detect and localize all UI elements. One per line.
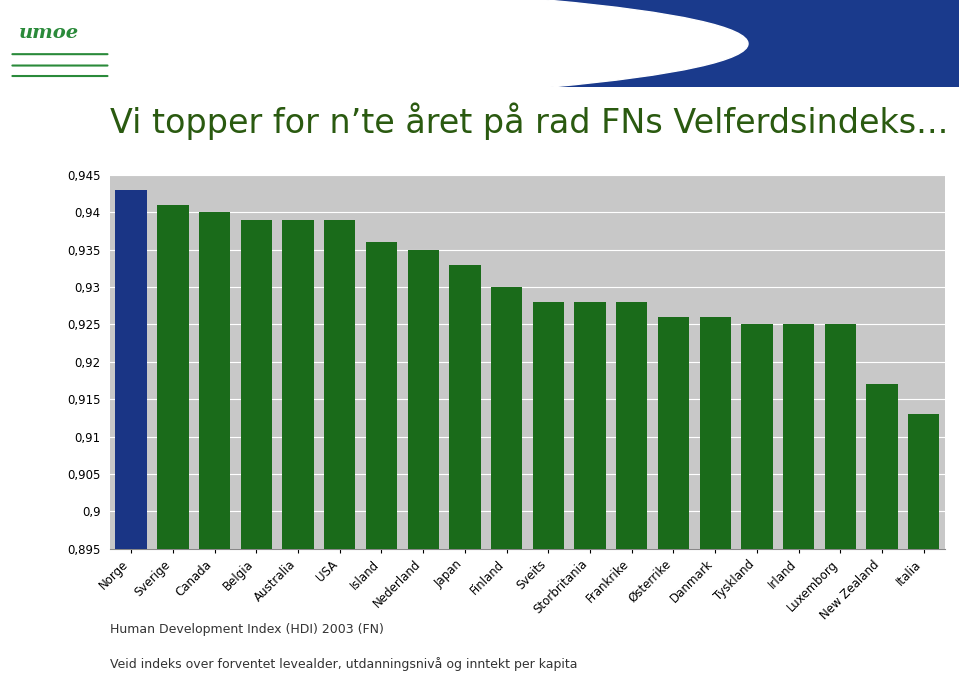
Bar	[408, 250, 439, 699]
Bar	[199, 212, 230, 699]
Bar	[491, 287, 523, 699]
Circle shape	[0, 0, 748, 105]
Bar	[741, 324, 773, 699]
Bar	[783, 324, 814, 699]
Bar	[449, 264, 480, 699]
Bar	[658, 317, 690, 699]
Text: Vi topper for n’te året på rad FNs Velferdsindeks...: Vi topper for n’te året på rad FNs Velfe…	[110, 102, 948, 140]
Text: Veid indeks over forventet levealder, utdanningsnivå og inntekt per kapita: Veid indeks over forventet levealder, ut…	[110, 656, 577, 670]
Bar	[241, 219, 272, 699]
Text: Human Development Index (HDI) 2003 (FN): Human Development Index (HDI) 2003 (FN)	[110, 623, 385, 635]
Bar	[699, 317, 731, 699]
Bar	[157, 205, 189, 699]
Bar	[532, 302, 564, 699]
Bar	[282, 219, 314, 699]
Bar	[324, 219, 356, 699]
Bar	[908, 414, 940, 699]
Text: umoe: umoe	[19, 24, 80, 43]
Bar	[574, 302, 606, 699]
Bar	[616, 302, 647, 699]
Bar	[866, 384, 898, 699]
Bar	[115, 189, 147, 699]
Bar	[825, 324, 856, 699]
Bar	[365, 242, 397, 699]
